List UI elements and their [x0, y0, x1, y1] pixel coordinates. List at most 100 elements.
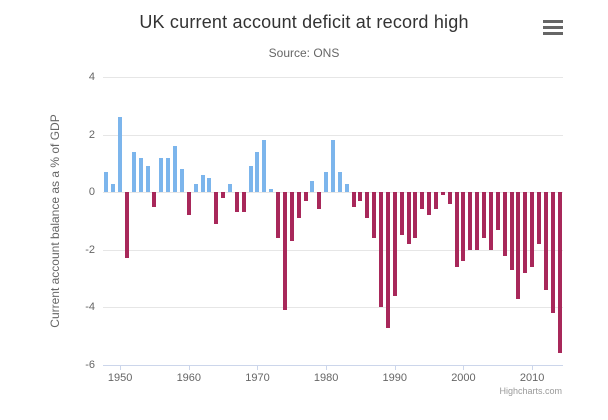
bar-2011[interactable] [536, 192, 541, 245]
x-axis-label-1970: 1970 [245, 372, 270, 384]
bar-1992[interactable] [406, 192, 411, 245]
x-axis-label-1990: 1990 [382, 372, 408, 384]
x-axis-tick-1970 [257, 365, 259, 370]
y-axis-label-0: 0 [88, 186, 95, 199]
bar-1961[interactable] [193, 183, 198, 193]
bar-1959[interactable] [179, 169, 184, 193]
bar-1963[interactable] [207, 177, 212, 193]
bar-1999[interactable] [454, 192, 459, 268]
bar-1982[interactable] [337, 172, 342, 193]
chart-title: UK current account deficit at record hig… [139, 12, 469, 32]
bar-2004[interactable] [488, 192, 493, 250]
bar-1966[interactable] [228, 183, 232, 193]
x-axis-tick-1950 [120, 365, 122, 370]
y-axis-title: Current account balance as a % of GDP [48, 114, 62, 328]
bar-2014[interactable] [557, 192, 562, 354]
hamburger-icon [543, 19, 563, 23]
bar-1977[interactable] [303, 192, 308, 201]
bar-1951[interactable] [125, 192, 130, 259]
bar-2006[interactable] [502, 192, 507, 256]
x-axis-line [103, 365, 563, 366]
bar-1998[interactable] [447, 192, 452, 204]
bar-1952[interactable] [131, 151, 136, 193]
bar-2002[interactable] [475, 192, 480, 250]
bar-1986[interactable] [365, 192, 370, 219]
bar-2008[interactable] [516, 192, 521, 299]
hamburger-icon [543, 31, 563, 35]
export-menu-button[interactable] [539, 15, 567, 39]
x-axis-tick-1990 [394, 365, 396, 370]
bar-1991[interactable] [399, 192, 404, 236]
bar-2007[interactable] [509, 192, 514, 270]
bar-1948[interactable] [104, 172, 109, 193]
bar-1985[interactable] [358, 192, 363, 201]
bar-1962[interactable] [200, 174, 205, 193]
x-axis-label-2000: 2000 [451, 372, 476, 384]
y-axis-label--6: -6 [85, 359, 95, 371]
bar-1988[interactable] [379, 192, 384, 308]
gridline-y-0 [103, 192, 563, 194]
bar-1950[interactable] [118, 117, 123, 193]
bar-2001[interactable] [468, 192, 473, 250]
bar-1958[interactable] [173, 146, 178, 193]
gridline-y-2 [103, 134, 563, 136]
bar-1954[interactable] [145, 166, 150, 193]
bar-1974[interactable] [282, 192, 287, 311]
bar-2009[interactable] [523, 192, 528, 273]
bar-1997[interactable] [440, 192, 445, 196]
bar-1993[interactable] [413, 192, 418, 239]
bar-1976[interactable] [296, 192, 301, 219]
x-axis-tick-1980 [326, 365, 328, 370]
bar-1983[interactable] [344, 183, 349, 193]
bar-1995[interactable] [427, 192, 432, 216]
bar-1994[interactable] [420, 192, 425, 210]
bar-2003[interactable] [482, 192, 487, 239]
gridline-y--2 [103, 249, 563, 251]
y-axis-label-2: 2 [88, 128, 95, 141]
x-axis-label-1950: 1950 [107, 372, 133, 384]
bar-1989[interactable] [385, 192, 390, 328]
bar-1969[interactable] [248, 166, 253, 193]
hamburger-icon [543, 25, 563, 29]
x-axis-tick-2010 [532, 365, 534, 370]
bar-1990[interactable] [392, 192, 397, 296]
bar-1971[interactable] [262, 140, 267, 193]
bar-1973[interactable] [276, 192, 281, 239]
bar-1972[interactable] [269, 189, 274, 193]
bar-1967[interactable] [234, 192, 239, 213]
x-axis-label-1960: 1960 [176, 372, 202, 384]
bar-1968[interactable] [241, 192, 246, 213]
bar-1975[interactable] [289, 192, 294, 242]
x-axis-tick-1960 [188, 365, 190, 370]
bar-1979[interactable] [317, 192, 322, 210]
bar-2012[interactable] [543, 192, 548, 291]
bar-2013[interactable] [550, 192, 555, 314]
x-axis-label-1980: 1980 [313, 372, 339, 384]
y-axis-label-4: 4 [88, 71, 95, 83]
gridline-y--4 [103, 307, 563, 309]
bar-1987[interactable] [372, 192, 377, 239]
y-axis-label--2: -2 [85, 243, 95, 256]
bar-2005[interactable] [495, 192, 500, 230]
bar-1955[interactable] [152, 192, 157, 207]
bar-1984[interactable] [351, 192, 356, 207]
bar-1960[interactable] [186, 192, 191, 216]
bar-1981[interactable] [331, 140, 335, 193]
chart-subtitle: Source: ONS [268, 46, 340, 60]
x-axis-tick-2000 [463, 365, 465, 370]
highcharts-credits-link[interactable]: Highcharts.com [499, 386, 562, 396]
bar-1978[interactable] [310, 180, 315, 193]
bar-1956[interactable] [159, 157, 164, 193]
bar-1953[interactable] [138, 157, 143, 193]
bar-1970[interactable] [255, 151, 260, 193]
bar-1965[interactable] [221, 192, 226, 198]
bar-1957[interactable] [166, 157, 171, 193]
bar-2010[interactable] [530, 192, 535, 268]
bar-2000[interactable] [461, 192, 466, 262]
x-axis-label-2010: 2010 [519, 372, 545, 384]
bar-1964[interactable] [214, 192, 219, 224]
bar-1949[interactable] [111, 183, 116, 193]
bar-1996[interactable] [433, 192, 438, 210]
bar-1980[interactable] [324, 172, 329, 193]
